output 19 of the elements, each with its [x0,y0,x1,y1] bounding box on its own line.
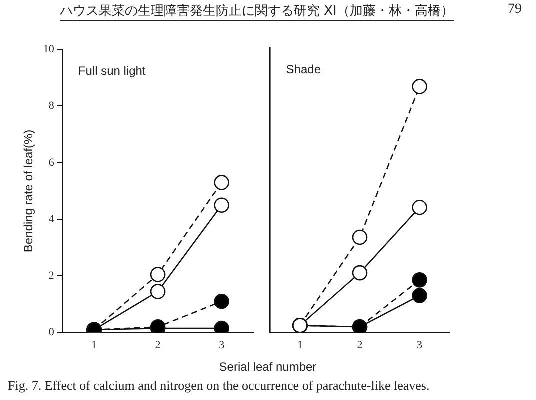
text: Full sun light [78,64,146,78]
y-tick-label: 6 [48,156,55,169]
y-tick-label: 0 [48,326,55,339]
x-tick-label: 1 [297,339,303,352]
y-tick-label: 8 [48,100,55,112]
caption: Fig. 7. Effect of calcium and nitrogen on the occurrence of parachute-like leaves. [8,378,430,394]
y-tick-label: 2 [48,270,54,282]
x-axis-title: Serial leaf number [218,360,318,374]
y-tick-label: 4 [48,213,55,226]
y-axis-title: Bending rate of leaf(%) [22,130,36,253]
text: ハウス果菜の生理障害発生防止に関する研究 XI（加藤・林・高橋） [60,2,454,21]
x-tick-label: 1 [92,339,98,352]
y-tick-label: 10 [43,43,55,56]
x-tick-label: 3 [219,339,226,352]
text: Shade [286,62,322,77]
x-tick-label: 2 [155,339,161,352]
x-tick-label: 3 [417,339,424,352]
x-tick-label: 2 [357,339,363,352]
text: 79 [508,2,522,18]
